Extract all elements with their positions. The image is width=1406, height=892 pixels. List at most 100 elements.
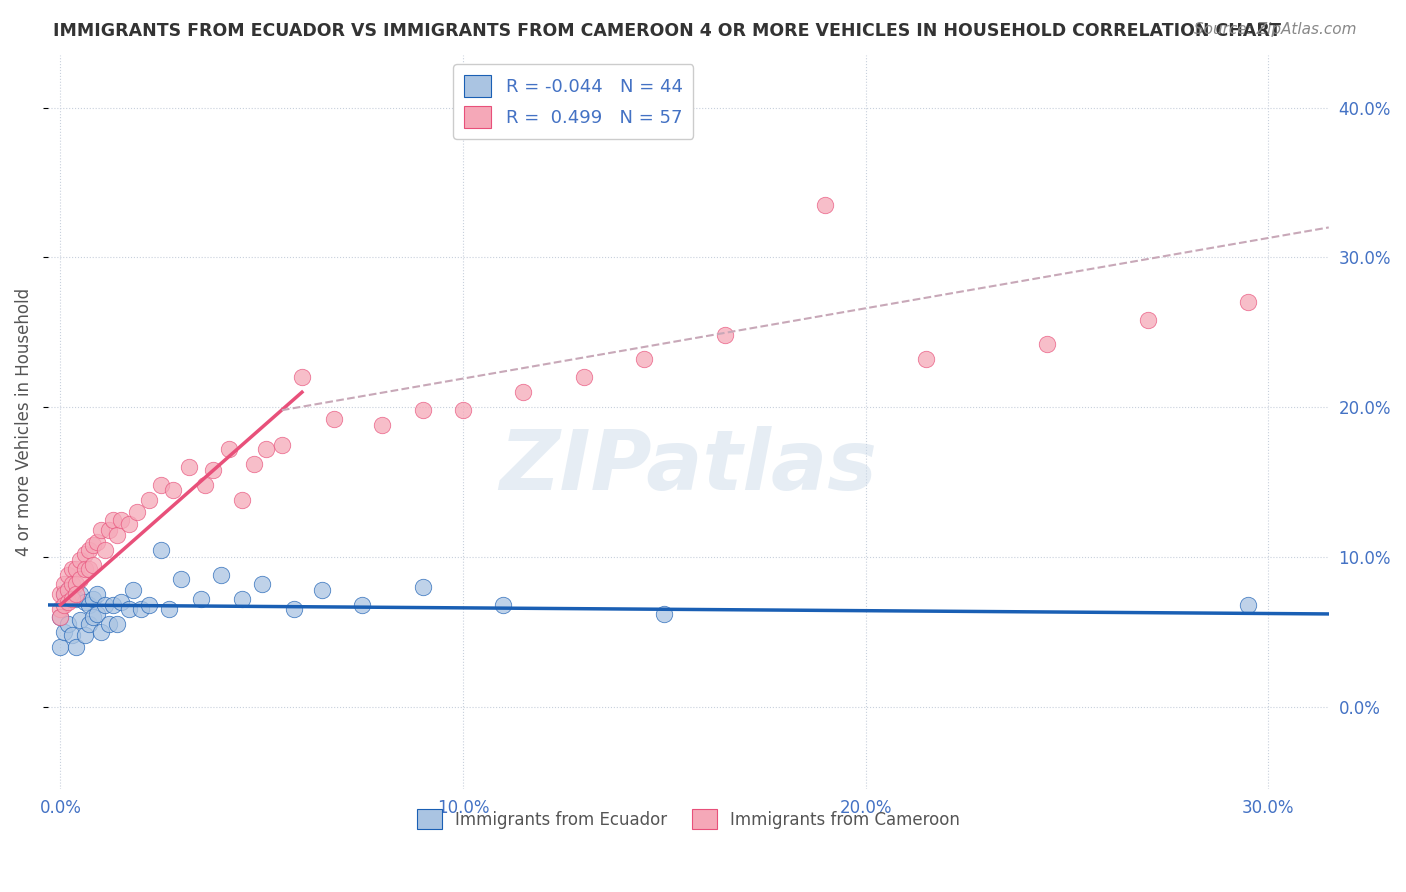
Point: [118, 517, 141, 532]
Point: [218, 442, 240, 457]
Point: [58, 595, 80, 609]
Point: [138, 493, 160, 508]
Point: [157, 602, 180, 616]
Legend: Immigrants from Ecuador, Immigrants from Cameroon: Immigrants from Ecuador, Immigrants from…: [411, 802, 967, 836]
Point: [69, 573, 91, 587]
Point: [451, 403, 474, 417]
Point: [915, 352, 938, 367]
Point: [231, 493, 253, 508]
Point: [97, 617, 120, 632]
Point: [101, 512, 124, 526]
Point: [190, 591, 212, 606]
Point: [179, 460, 201, 475]
Point: [82, 558, 104, 572]
Point: [77, 617, 100, 632]
Point: [138, 598, 160, 612]
Text: ZIPatlas: ZIPatlas: [499, 425, 877, 507]
Point: [86, 587, 108, 601]
Text: Source: ZipAtlas.com: Source: ZipAtlas.com: [1194, 22, 1357, 37]
Point: [86, 535, 108, 549]
Point: [371, 418, 394, 433]
Point: [62, 628, 84, 642]
Point: [352, 598, 374, 612]
Point: [814, 198, 837, 212]
Point: [53, 587, 76, 601]
Point: [101, 598, 124, 612]
Point: [412, 403, 434, 417]
Point: [118, 602, 141, 616]
Point: [58, 568, 80, 582]
Point: [49, 602, 72, 616]
Point: [412, 580, 434, 594]
Point: [62, 591, 84, 606]
Point: [65, 640, 87, 654]
Point: [110, 595, 132, 609]
Point: [86, 607, 108, 621]
Point: [1136, 313, 1159, 327]
Point: [53, 587, 76, 601]
Point: [209, 568, 232, 582]
Point: [125, 505, 148, 519]
Point: [323, 412, 346, 426]
Point: [62, 587, 84, 601]
Point: [97, 523, 120, 537]
Point: [110, 512, 132, 526]
Point: [150, 478, 173, 492]
Point: [105, 617, 128, 632]
Point: [73, 628, 96, 642]
Point: [53, 598, 76, 612]
Point: [633, 352, 655, 367]
Point: [62, 577, 84, 591]
Point: [170, 573, 193, 587]
Point: [69, 553, 91, 567]
Point: [572, 370, 595, 384]
Point: [254, 442, 277, 457]
Point: [1237, 598, 1260, 612]
Point: [49, 640, 72, 654]
Point: [194, 478, 217, 492]
Point: [242, 457, 264, 471]
Point: [93, 542, 115, 557]
Point: [69, 613, 91, 627]
Point: [1237, 295, 1260, 310]
Point: [49, 587, 72, 601]
Point: [105, 527, 128, 541]
Point: [82, 591, 104, 606]
Point: [250, 577, 273, 591]
Point: [82, 538, 104, 552]
Point: [162, 483, 184, 497]
Text: IMMIGRANTS FROM ECUADOR VS IMMIGRANTS FROM CAMEROON 4 OR MORE VEHICLES IN HOUSEH: IMMIGRANTS FROM ECUADOR VS IMMIGRANTS FR…: [53, 22, 1281, 40]
Point: [58, 582, 80, 597]
Point: [62, 562, 84, 576]
Point: [49, 610, 72, 624]
Point: [291, 370, 314, 384]
Point: [53, 577, 76, 591]
Point: [73, 547, 96, 561]
Point: [65, 577, 87, 591]
Point: [90, 523, 112, 537]
Point: [65, 562, 87, 576]
Point: [82, 610, 104, 624]
Point: [77, 598, 100, 612]
Point: [65, 587, 87, 601]
Point: [93, 598, 115, 612]
Point: [512, 385, 534, 400]
Point: [58, 617, 80, 632]
Point: [311, 582, 333, 597]
Y-axis label: 4 or more Vehicles in Household: 4 or more Vehicles in Household: [15, 288, 32, 557]
Point: [713, 328, 735, 343]
Point: [77, 562, 100, 576]
Point: [283, 602, 305, 616]
Point: [231, 591, 253, 606]
Point: [58, 582, 80, 597]
Point: [73, 595, 96, 609]
Point: [492, 598, 515, 612]
Point: [150, 542, 173, 557]
Point: [129, 602, 152, 616]
Point: [73, 562, 96, 576]
Point: [77, 542, 100, 557]
Point: [90, 624, 112, 639]
Point: [121, 582, 143, 597]
Point: [1036, 337, 1059, 351]
Point: [65, 591, 87, 606]
